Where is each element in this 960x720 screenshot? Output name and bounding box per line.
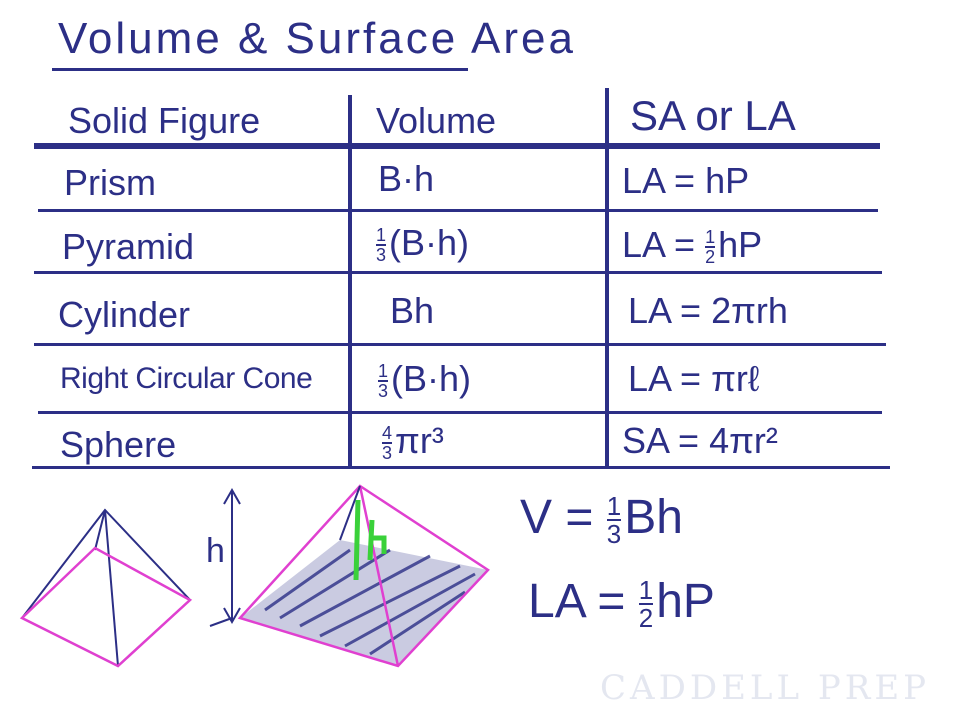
large-pyramid-drawing — [237, 484, 490, 668]
row-divider — [32, 466, 890, 469]
lateral-area-formula: LA = 1 2 hP — [528, 575, 715, 634]
header-solid-figure: Solid Figure — [68, 100, 261, 141]
row-divider — [38, 411, 882, 414]
area-cylinder: LA = 2πrh — [628, 290, 788, 331]
header-divider — [34, 143, 880, 149]
volume-pyramid: 1 3 (B·h) — [376, 222, 470, 266]
area-pyramid: LA = 1 2 hP — [622, 224, 763, 268]
volume-prism: B·h — [378, 158, 435, 199]
header-sa-la: SA or LA — [630, 92, 796, 139]
column-divider — [605, 88, 609, 468]
figure-cone: Right Circular Cone — [60, 362, 313, 395]
volume-formula: V = 1 3 Bh — [520, 491, 683, 550]
row-divider — [38, 209, 878, 212]
height-arrow — [209, 487, 241, 627]
title-underline — [52, 68, 468, 71]
volume-sphere: 4 3 πr³ — [382, 420, 444, 464]
watermark: CADDELL PREP — [600, 668, 931, 708]
volume-cylinder: Bh — [390, 290, 435, 331]
small-pyramid-drawing — [20, 508, 192, 668]
figure-cylinder: Cylinder — [58, 294, 191, 335]
figure-pyramid: Pyramid — [62, 226, 195, 267]
page-title: Volume & Surface Area — [58, 14, 576, 63]
row-divider — [34, 271, 882, 274]
column-divider — [348, 95, 352, 469]
figure-prism: Prism — [64, 162, 156, 203]
height-label: h — [206, 532, 225, 570]
header-volume: Volume — [376, 100, 497, 141]
area-sphere: SA = 4πr² — [622, 420, 778, 461]
pyramid-sketches: h — [19, 484, 490, 668]
area-prism: LA = hP — [622, 160, 750, 201]
small-pyramid-base — [19, 546, 193, 668]
row-divider — [34, 343, 886, 346]
area-cone: LA = πrℓ — [628, 358, 760, 399]
volume-cone: 1 3 (B·h) — [378, 358, 472, 402]
figure-sphere: Sphere — [60, 424, 177, 465]
